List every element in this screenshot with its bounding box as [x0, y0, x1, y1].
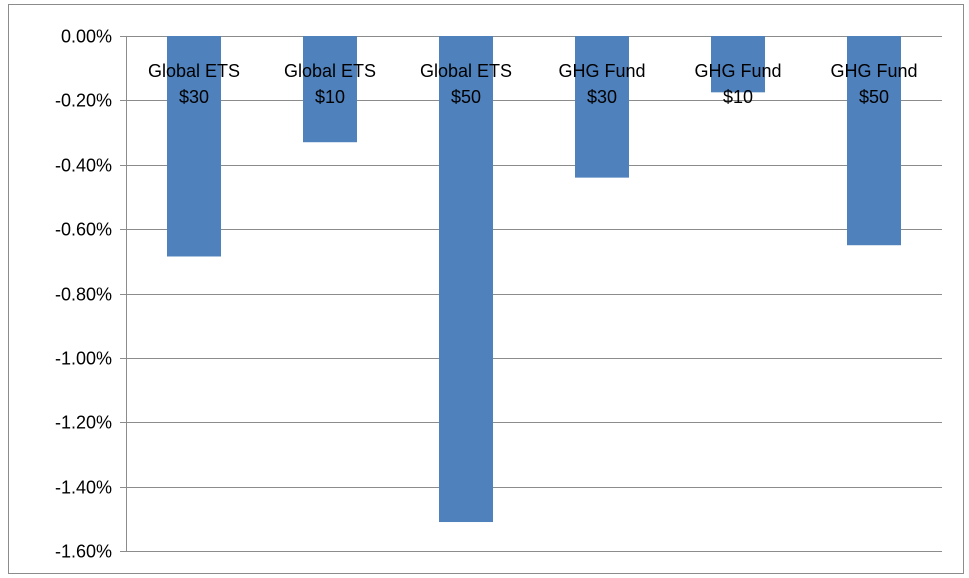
y-tick-label: -1.20%: [55, 413, 112, 433]
gridlines: [126, 36, 942, 552]
category-label: Global ETS $50: [420, 61, 512, 107]
bar: [303, 36, 357, 143]
category-label: GHG Fund $30: [558, 61, 645, 107]
bar: [575, 36, 629, 178]
bar: [847, 36, 901, 246]
y-tick-label: -1.60%: [55, 542, 112, 562]
y-tick-label: -0.80%: [55, 285, 112, 305]
category-label: GHG Fund $10: [694, 61, 781, 107]
y-tick-label: -0.40%: [55, 156, 112, 176]
y-tick-label: -1.00%: [55, 349, 112, 369]
category-label: Global ETS $10: [284, 61, 376, 107]
bar: [711, 36, 765, 93]
y-tick-label: -0.60%: [55, 220, 112, 240]
y-tick-label: -1.40%: [55, 478, 112, 498]
y-tick-label: 0.00%: [61, 27, 112, 47]
bar: [167, 36, 221, 257]
axes: [120, 36, 127, 552]
bar: [439, 36, 493, 523]
bars: [167, 36, 901, 523]
category-label: Global ETS $30: [148, 61, 240, 107]
y-tick-label: -0.20%: [55, 91, 112, 111]
category-label: GHG Fund $50: [830, 61, 917, 107]
y-axis-tick-labels: 0.00% -0.20% -0.40% -0.60% -0.80% -1.00% -1.20…: [55, 27, 112, 562]
category-labels: Global ETS $30 Global ETS $10 Global ETS $50 G…: [148, 61, 918, 107]
